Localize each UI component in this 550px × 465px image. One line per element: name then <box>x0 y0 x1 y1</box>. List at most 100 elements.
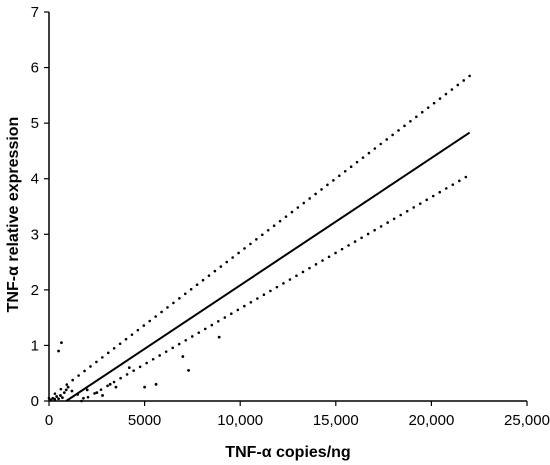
confidence-band-upper-dot <box>468 74 471 78</box>
confidence-band-lower-dot <box>360 236 363 240</box>
confidence-band-lower-dot <box>288 278 292 281</box>
data-point <box>82 396 85 400</box>
confidence-band-upper-dot <box>101 356 104 359</box>
y-tick-label: 2 <box>31 282 39 299</box>
data-point <box>108 382 112 386</box>
confidence-band-upper-dot <box>272 224 276 228</box>
confidence-band-lower-dot <box>184 338 188 342</box>
confidence-band-upper-dot <box>462 79 466 82</box>
confidence-band-lower-dot <box>86 395 90 399</box>
data-point <box>114 385 118 389</box>
confidence-band-lower-dot <box>243 304 246 308</box>
data-point <box>217 335 221 339</box>
x-tick-label: 5000 <box>128 412 161 429</box>
confidence-band-lower-dot <box>301 270 305 274</box>
confidence-band-upper-dot <box>397 129 400 132</box>
confidence-band-upper-dot <box>284 215 288 218</box>
data-point <box>143 385 147 389</box>
confidence-band-lower-dot <box>321 259 324 262</box>
confidence-band-lower-dot <box>373 228 376 232</box>
confidence-band-lower-dot <box>99 388 103 391</box>
x-axis-ticks: 0 5000 10,000 15,000 20,000 25,000 <box>45 401 550 429</box>
confidence-band-lower-dot <box>119 376 122 380</box>
confidence-band-upper-dot <box>444 92 448 96</box>
confidence-band-lower-dot <box>425 198 429 202</box>
data-point <box>62 391 66 395</box>
confidence-band-upper-dot <box>332 179 335 182</box>
confidence-band-lower-dot <box>151 357 155 361</box>
confidence-band-upper-dot <box>148 319 152 323</box>
confidence-band-lower-dot <box>275 285 279 289</box>
confidence-band-upper-dot <box>290 210 294 214</box>
confidence-band-upper-dot <box>65 383 69 386</box>
confidence-band-upper-dot <box>95 360 98 364</box>
confidence-band-lower-dot <box>392 217 396 221</box>
data-point <box>57 397 60 401</box>
confidence-band-lower-dot <box>145 361 148 365</box>
confidence-band-lower-dot <box>444 187 448 190</box>
confidence-band-upper-dot <box>231 256 234 259</box>
confidence-band-lower-dot <box>256 297 259 300</box>
x-tick-label: 15,000 <box>313 412 359 429</box>
data-point <box>55 395 59 398</box>
confidence-band-lower-dot <box>386 221 389 224</box>
confidence-band-upper-dot <box>320 188 323 191</box>
data-point <box>60 396 64 400</box>
confidence-band-upper-dot <box>314 192 317 196</box>
confidence-band-upper-dot <box>166 306 169 309</box>
confidence-band-upper-dot <box>456 83 460 87</box>
confidence-band-upper-dot <box>160 310 163 314</box>
confidence-band-lower-dot <box>93 392 96 395</box>
confidence-band-lower-dot <box>334 251 337 255</box>
confidence-band-upper-dot <box>278 219 282 223</box>
confidence-band-lower-dot <box>164 350 168 353</box>
confidence-band-upper-dot <box>183 292 187 296</box>
confidence-band-lower-dot <box>458 179 461 183</box>
confidence-band-upper-dot <box>83 369 86 373</box>
data-point <box>127 366 131 370</box>
data-point <box>187 369 190 372</box>
confidence-band-upper-dot <box>426 106 430 109</box>
confidence-band-lower-dot <box>308 266 311 270</box>
confidence-band-lower-dot <box>236 308 240 312</box>
confidence-band-lower-dot <box>249 301 253 304</box>
confidence-band-lower-dot <box>438 190 442 194</box>
confidence-band-upper-dot <box>266 228 270 232</box>
confidence-band-upper-dot <box>326 183 329 187</box>
data-point <box>60 341 63 345</box>
confidence-band-lower-dot <box>138 365 142 369</box>
data-point <box>101 394 104 397</box>
confidence-band-lower-dot <box>269 289 272 293</box>
confidence-band-lower-dot <box>158 354 161 357</box>
confidence-band-lower-dot <box>353 240 357 243</box>
confidence-band-lower-dot <box>216 319 220 323</box>
data-point <box>70 389 74 393</box>
x-tick-label: 20,000 <box>408 412 454 429</box>
confidence-band-upper-dot <box>432 101 436 105</box>
confidence-band-lower-dot <box>177 342 181 346</box>
confidence-band-lower-dot <box>399 213 402 217</box>
confidence-band-upper-dot <box>53 392 57 395</box>
confidence-band-upper-dot <box>302 201 306 205</box>
confidence-band-upper-dot <box>178 297 181 300</box>
confidence-band-upper-dot <box>355 160 359 164</box>
confidence-band-lower-dot <box>347 244 350 247</box>
confidence-band-lower-dot <box>282 282 285 285</box>
confidence-band-upper-dot <box>361 156 365 159</box>
y-axis-ticks: 0 1 2 3 4 5 6 7 <box>31 4 49 410</box>
confidence-band-lower-dot <box>106 384 109 388</box>
y-tick-label: 7 <box>31 4 39 21</box>
data-point <box>95 391 99 395</box>
confidence-band-lower-dot <box>203 327 207 331</box>
confidence-band-upper-dot <box>219 265 223 268</box>
y-tick-label: 5 <box>31 115 39 132</box>
confidence-band-lower-dot <box>262 293 266 297</box>
confidence-band-lower-dot <box>132 369 135 372</box>
y-tick-label: 4 <box>31 171 39 188</box>
confidence-band-upper-dot <box>385 138 388 141</box>
data-point <box>85 388 89 392</box>
y-tick-label: 3 <box>31 226 39 243</box>
confidence-band-upper-dot <box>409 120 412 123</box>
data-points <box>49 335 221 402</box>
